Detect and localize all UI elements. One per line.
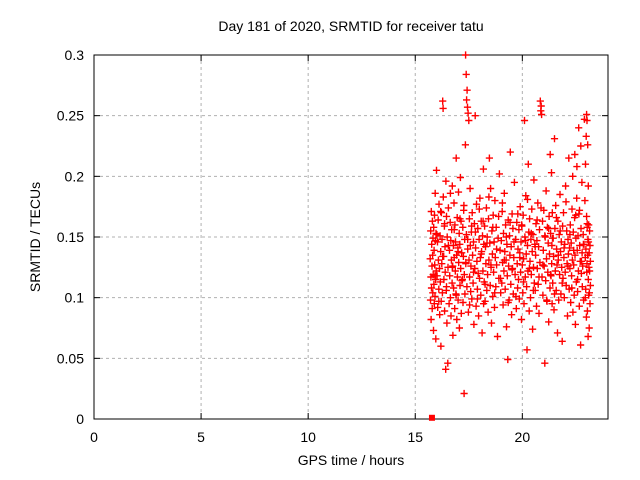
y-tick-label: 0.15 — [57, 229, 84, 245]
y-tick-label: 0.25 — [57, 108, 84, 124]
x-tick-label: 5 — [197, 429, 205, 445]
x-tick-label: 15 — [407, 429, 423, 445]
data-points-series — [426, 51, 594, 398]
tick-labels: 0 5 10 15 20 0 0.05 0.1 0.15 0.2 0.25 0.3 — [57, 47, 531, 445]
plot-title: Day 181 of 2020, SRMTID for receiver tat… — [218, 18, 483, 34]
x-tick-label: 10 — [300, 429, 316, 445]
x-tick-label: 0 — [90, 429, 98, 445]
y-tick-label: 0.3 — [65, 47, 85, 63]
y-tick-label: 0.1 — [65, 290, 85, 306]
start-marker-series — [428, 414, 435, 421]
x-tick-label: 20 — [515, 429, 531, 445]
x-axis-label: GPS time / hours — [298, 452, 405, 468]
axis-ticks — [93, 54, 608, 420]
y-tick-label: 0.2 — [65, 168, 85, 184]
y-tick-label: 0 — [76, 411, 84, 427]
y-tick-label: 0.05 — [57, 350, 84, 366]
y-axis-label: SRMTID / TECUs — [27, 182, 43, 292]
